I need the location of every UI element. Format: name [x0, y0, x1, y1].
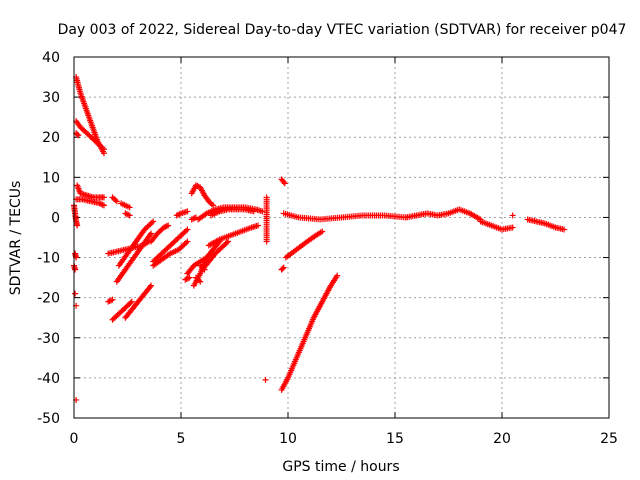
data-point — [255, 222, 262, 229]
data-point — [113, 198, 120, 205]
chart-title: Day 003 of 2022, Sidereal Day-to-day VTE… — [58, 22, 627, 38]
data-point — [72, 290, 79, 297]
data-point — [150, 218, 157, 225]
data-point — [201, 266, 208, 273]
data-point — [197, 278, 204, 285]
x-tick-labels: 0 5 10 15 20 25 — [70, 431, 618, 447]
data-point — [334, 272, 341, 279]
y-tick-label: -40 — [37, 371, 60, 387]
data-point — [128, 298, 135, 305]
data-point — [319, 228, 326, 235]
y-tick-label: -30 — [37, 331, 60, 347]
data-point — [184, 208, 191, 215]
data-point — [184, 238, 191, 245]
data-points — [71, 74, 568, 403]
data-point — [185, 275, 192, 282]
y-tick-label: 30 — [42, 90, 60, 106]
data-point — [100, 202, 107, 209]
data-point — [106, 298, 113, 305]
data-point — [225, 238, 232, 245]
data-point — [125, 211, 132, 218]
data-point — [98, 201, 105, 208]
data-point — [127, 299, 134, 306]
data-point — [509, 212, 516, 219]
data-point — [126, 212, 133, 219]
data-point — [250, 208, 257, 215]
y-tick-label: 10 — [42, 170, 60, 186]
data-point — [281, 180, 288, 187]
data-point — [509, 224, 516, 231]
x-tick-label: 15 — [386, 431, 404, 447]
data-point — [148, 230, 155, 237]
y-tick-label: 20 — [42, 130, 60, 146]
data-point — [561, 226, 568, 233]
y-tick-label: 40 — [42, 50, 60, 66]
y-tick-label: -20 — [37, 291, 60, 307]
data-point — [72, 266, 79, 273]
x-axis-label: GPS time / hours — [282, 459, 399, 475]
data-point — [100, 146, 107, 153]
y-axis-label: SDTVAR / TECUs — [8, 181, 24, 296]
data-point — [280, 264, 287, 271]
data-point — [190, 215, 197, 222]
data-point — [262, 376, 269, 383]
x-tick-label: 5 — [177, 431, 186, 447]
data-point — [75, 132, 82, 139]
data-point — [165, 222, 172, 229]
y-tick-labels: -50 -40 -30 -20 -10 0 10 20 30 40 — [37, 50, 60, 427]
data-point — [183, 275, 190, 282]
data-point — [108, 297, 115, 304]
data-point — [279, 265, 286, 272]
data-point — [148, 282, 155, 289]
data-point — [100, 194, 107, 201]
x-tick-label: 10 — [279, 431, 297, 447]
y-tick-label: 0 — [51, 210, 60, 226]
data-point — [74, 222, 81, 229]
data-point — [109, 296, 116, 303]
x-tick-label: 25 — [600, 431, 618, 447]
y-tick-label: -50 — [37, 411, 60, 427]
data-point — [259, 208, 266, 215]
grid-lines — [74, 57, 609, 418]
data-point — [126, 204, 133, 211]
data-point — [123, 211, 130, 218]
plot-frame — [73, 56, 610, 419]
data-point — [184, 226, 191, 233]
data-point — [263, 238, 270, 245]
data-point — [280, 179, 287, 186]
y-tick-label: -10 — [37, 251, 60, 267]
x-tick-label: 20 — [493, 431, 511, 447]
data-point — [186, 274, 193, 281]
data-point — [74, 131, 81, 138]
data-point — [223, 239, 230, 246]
data-point — [146, 283, 153, 290]
x-tick-label: 0 — [70, 431, 79, 447]
